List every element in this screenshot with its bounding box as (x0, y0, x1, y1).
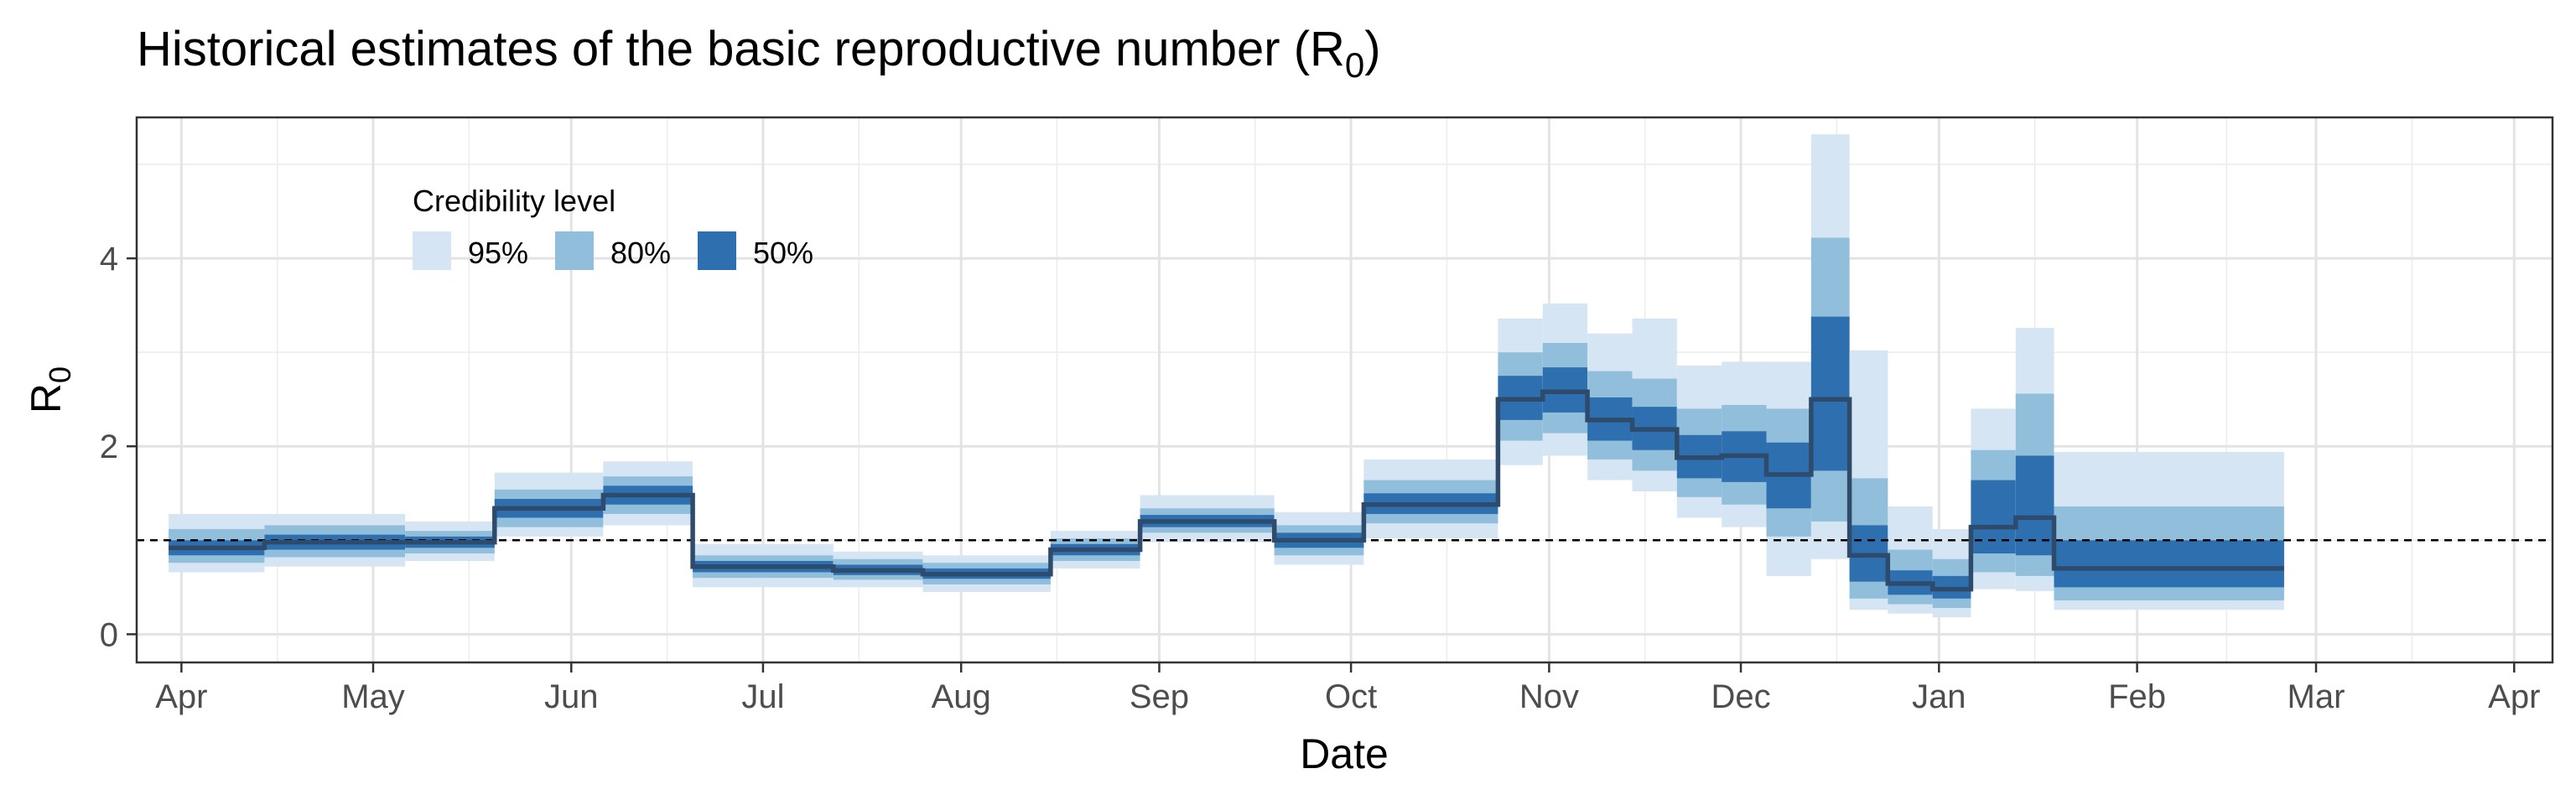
x-tick-label: Jun (544, 678, 599, 715)
y-tick-label: 0 (100, 616, 118, 653)
x-tick-label: Nov (1519, 678, 1579, 715)
band-50 (1971, 480, 2016, 553)
x-tick-label: Aug (932, 678, 991, 715)
y-axis-title: R0 (23, 366, 77, 413)
x-tick-label: Jan (1912, 678, 1966, 715)
band-50 (2054, 540, 2284, 588)
band-50 (2015, 455, 2054, 556)
legend-title: Credibility level (413, 184, 615, 218)
chart-title: Historical estimates of the basic reprod… (137, 22, 1381, 85)
band-50 (1810, 316, 1850, 471)
x-tick-label: Apr (155, 678, 207, 715)
y-tick-label: 2 (100, 428, 118, 465)
chart-title-suffix: ) (1364, 22, 1380, 76)
x-tick-label: Mar (2288, 678, 2345, 715)
x-tick-label: May (341, 678, 405, 715)
x-tick-label: Oct (1325, 678, 1377, 715)
median-line (169, 389, 2284, 592)
chart-title-main: Historical estimates of the basic reprod… (137, 22, 1345, 76)
x-axis-title: Date (1300, 730, 1389, 777)
y-axis-title-main: R (23, 383, 70, 413)
chart-title-subscript: 0 (1345, 45, 1364, 85)
x-tick-label: Apr (2488, 678, 2540, 715)
x-tick-label: Dec (1711, 678, 1770, 715)
y-tick-label: 4 (100, 241, 118, 278)
x-tick-label: Sep (1130, 678, 1189, 715)
plot-panel-border (135, 116, 2554, 664)
legend-label-50: 50% (753, 236, 813, 270)
x-axis: Apr May Jun Jul Aug Sep Oct Nov Dec Jan Feb Mar Apr (155, 662, 2540, 715)
legend: Credibility level 95% 80% 50% (413, 184, 813, 270)
legend-label-80: 80% (610, 236, 671, 270)
legend-swatch-95 (413, 231, 451, 270)
x-tick-label: Jul (741, 678, 784, 715)
y-axis-title-subscript: 0 (43, 366, 77, 383)
y-axis: 0 2 4 (100, 241, 137, 653)
legend-swatch-80 (555, 231, 594, 270)
legend-label-95: 95% (468, 236, 528, 270)
legend-swatch-50 (698, 231, 736, 270)
x-tick-label: Feb (2108, 678, 2166, 715)
